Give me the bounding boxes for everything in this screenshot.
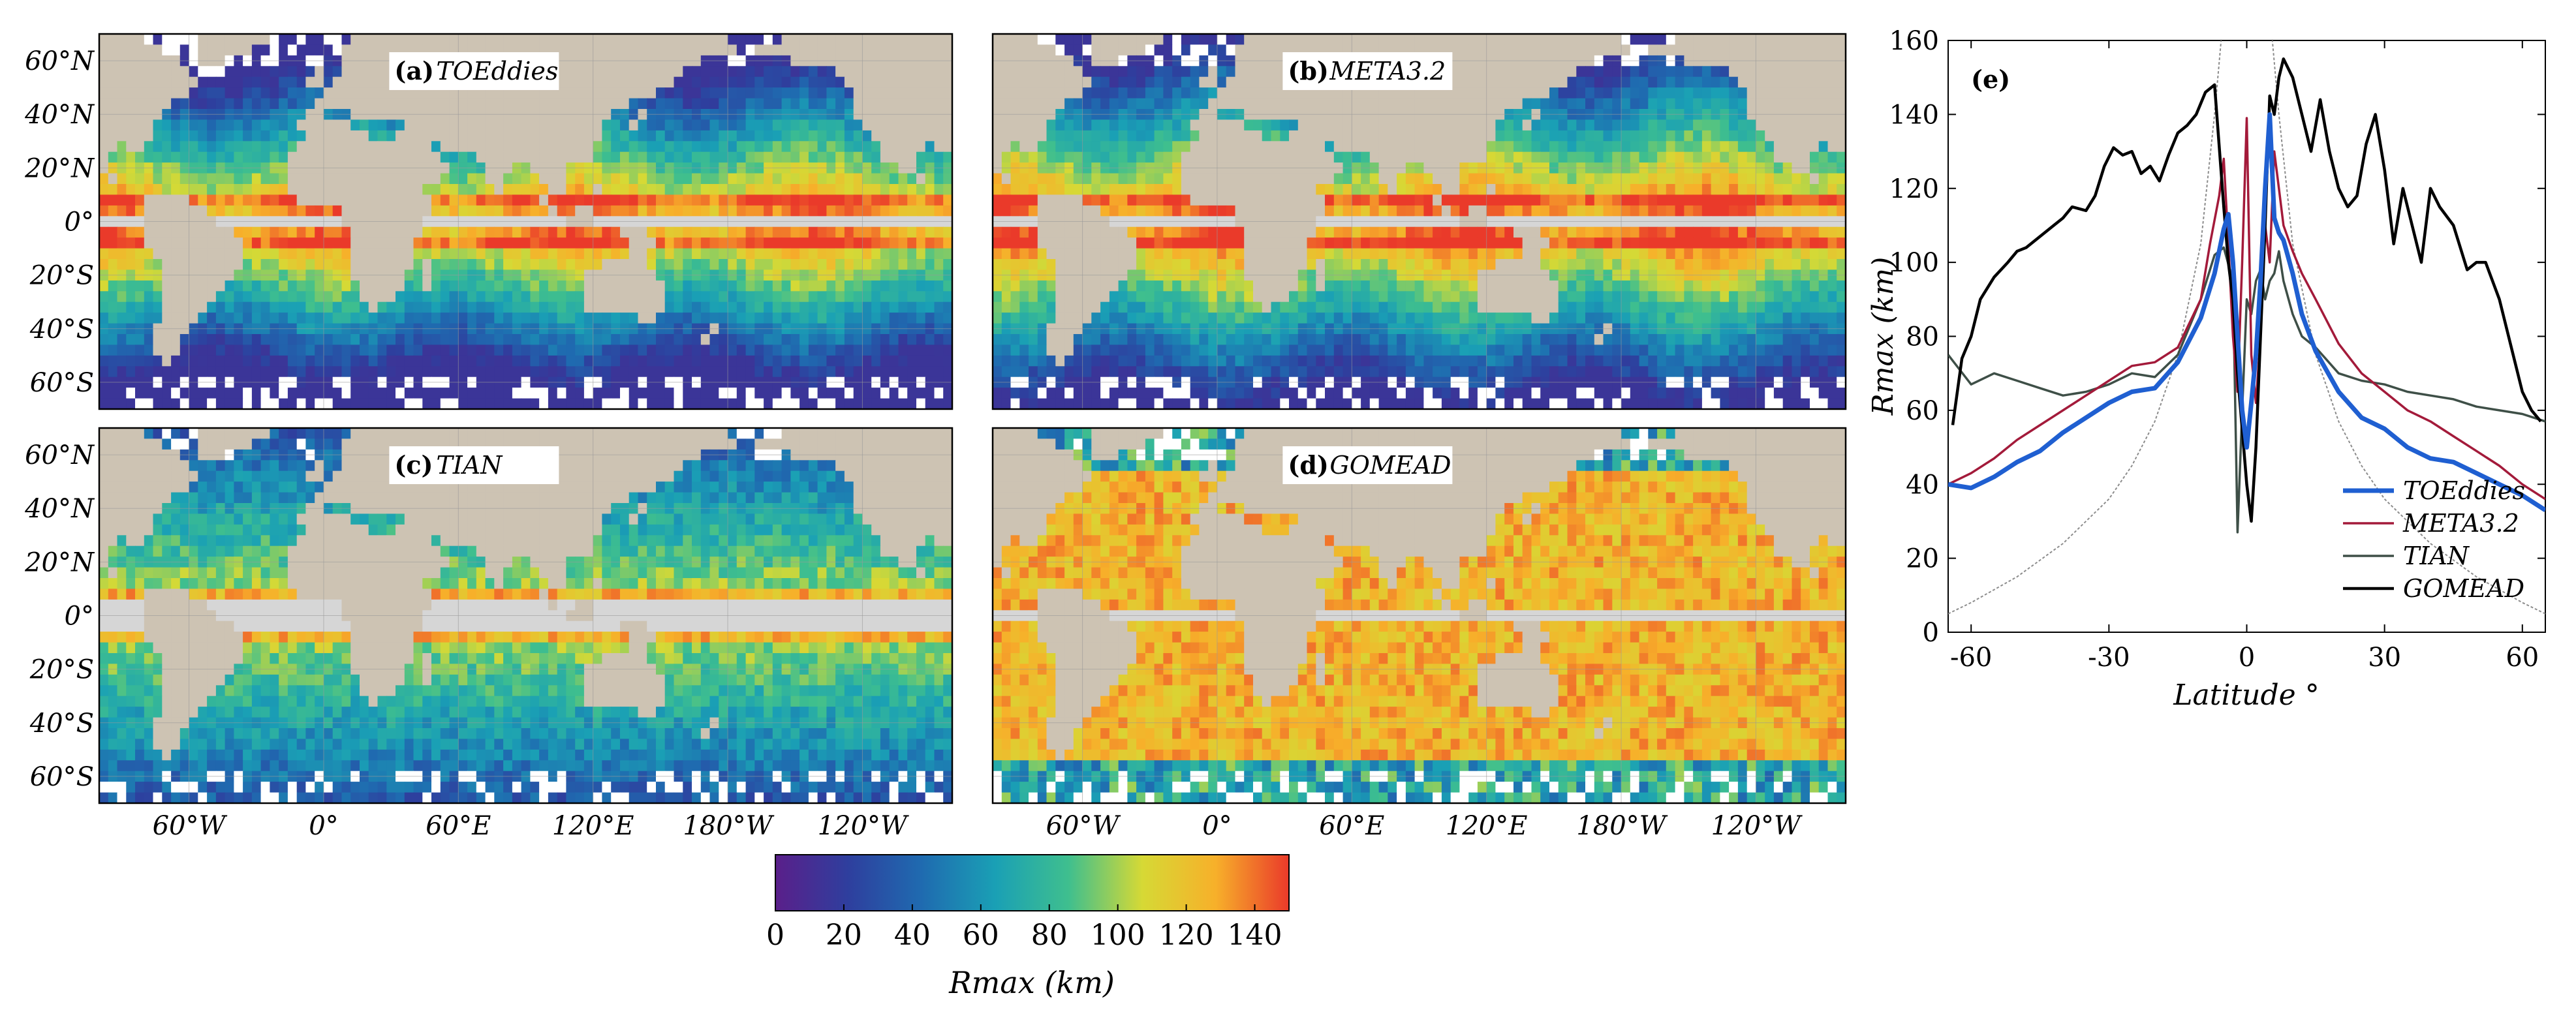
latitude-tick-label: 60°N [25, 46, 95, 76]
legend-label: TIAN [2403, 542, 2470, 570]
chart-legend: TOEddies META3.2 TIAN GOMEAD [2343, 476, 2525, 603]
colorbar-tick-label: 40 [894, 919, 931, 952]
map-title-box [389, 446, 559, 484]
latitude-tick-label: 60°S [30, 368, 94, 398]
map-frame [991, 33, 1847, 410]
latitude-tick-label: 0° [65, 207, 94, 237]
longitude-tick-label: 120°W [1711, 811, 1803, 841]
latitude-tick-label: 0° [65, 602, 94, 632]
map-panel-b: (b) META3.2 [991, 33, 1847, 410]
longitude-tick-label: 180°W [1576, 811, 1668, 841]
colorbar-tick-label: 120 [1159, 919, 1214, 952]
latitude-tick-labels: 60°N 40°N 20°N 0° 20°S 40°S 60°S 60°N 40°N 20°N 0°… [24, 46, 95, 792]
map-frame [991, 427, 1847, 804]
chart-series-line-meta3-2 [1948, 117, 2545, 500]
chart-x-tick-label: -30 [2088, 643, 2130, 673]
map-panel-d: (d) GOMEAD [991, 427, 1847, 804]
latitude-tick-label: 40°S [29, 709, 94, 739]
chart-x-tick-label: -60 [1950, 643, 1992, 673]
map-panel-tag: (c) [394, 450, 433, 480]
chart-y-tick-label: 60 [1906, 396, 1939, 426]
map-panel-tag: (d) [1288, 450, 1329, 480]
longitude-tick-label: 60°E [1319, 811, 1384, 841]
longitude-tick-label: 180°W [683, 811, 774, 841]
longitude-tick-label: 60°W [1046, 811, 1121, 841]
colorbar-tick-label: 140 [1228, 919, 1282, 952]
map-graticule [99, 34, 952, 409]
chart-series-line-gomead [1951, 57, 2542, 523]
chart-x-axis-label: Latitude ° [2173, 679, 2319, 712]
colorbar-tick-label: 0 [766, 919, 784, 952]
chart-y-tick-label: 40 [1906, 470, 1939, 500]
colorbar-ticks: 0 20 40 60 80 100 120 140 [766, 904, 1282, 952]
latitude-tick-label: 40°S [29, 314, 94, 344]
colorbar: 0 20 40 60 80 100 120 140 Rmax (km) [766, 854, 1290, 1000]
longitude-tick-label: 0° [309, 811, 338, 841]
latitude-tick-label: 60°S [30, 762, 94, 792]
latitude-tick-label: 20°N [24, 153, 95, 183]
latitude-tick-label: 60°N [25, 440, 95, 470]
latitude-tick-label: 40°N [24, 100, 95, 130]
chart-x-tick-label: 0 [2239, 643, 2255, 673]
longitude-tick-labels: 60°W 0° 60°E 120°E 180°W 120°W 60°W 0° 60°E 120°E… [153, 811, 1803, 841]
map-title-box [389, 52, 559, 90]
map-graticule [99, 428, 952, 803]
legend-label: TOEddies [2403, 476, 2525, 505]
map-title-box [1282, 52, 1453, 90]
legend-label: GOMEAD [2403, 574, 2524, 603]
colorbar-tick-label: 80 [1031, 919, 1068, 952]
chart-y-tick-label: 100 [1889, 248, 1939, 278]
latitude-profile-chart: 0 20 40 60 80 100 120 140 160 -60 -30 0 30 60 (e) Lat… [1867, 26, 2546, 712]
map-panel-tag: (a) [394, 56, 434, 85]
chart-y-tick-label: 20 [1906, 544, 1939, 574]
map-cells [993, 428, 1846, 804]
map-frame [98, 427, 954, 804]
map-graticule [993, 428, 1846, 803]
colorbar-tick-label: 20 [826, 919, 862, 952]
map-frame [98, 33, 954, 410]
colorbar-bar [775, 854, 1290, 911]
colorbar-tick-label: 60 [963, 919, 999, 952]
map-panel-a: (a) TOEddies [98, 33, 954, 410]
latitude-tick-label: 40°N [24, 494, 95, 524]
chart-y-tick-label: 80 [1906, 322, 1939, 352]
chart-axes: 0 20 40 60 80 100 120 140 160 -60 -30 0 30 60 [1889, 26, 2545, 673]
colorbar-tick-label: 100 [1091, 919, 1145, 952]
chart-reference-line [1948, 40, 2545, 615]
longitude-tick-label: 120°E [552, 811, 634, 841]
map-panel-name: TOEddies [436, 57, 558, 85]
chart-y-tick-label: 120 [1889, 174, 1939, 204]
chart-y-tick-label: 160 [1889, 26, 1939, 56]
chart-y-tick-label: 0 [1923, 618, 1939, 648]
latitude-tick-label: 20°S [29, 261, 94, 291]
map-cells [993, 34, 1846, 410]
longitude-tick-label: 120°W [818, 811, 909, 841]
latitude-tick-label: 20°S [29, 655, 94, 685]
longitude-tick-label: 60°E [426, 811, 491, 841]
map-title-box [1282, 446, 1453, 484]
longitude-tick-label: 0° [1202, 811, 1232, 841]
map-panel-name: TIAN [436, 451, 503, 480]
latitude-tick-label: 20°N [24, 547, 95, 577]
longitude-tick-label: 120°E [1446, 811, 1528, 841]
chart-y-axis-label: Rmax (km) [1867, 257, 1900, 416]
chart-series-line-toeddies [1948, 112, 2545, 512]
chart-panel-tag: (e) [1971, 65, 2010, 94]
colorbar-label: Rmax (km) [948, 965, 1115, 1000]
map-panel-c: (c) TIAN [98, 427, 954, 804]
chart-y-tick-label: 140 [1889, 100, 1939, 130]
chart-x-tick-label: 30 [2368, 643, 2401, 673]
legend-label: META3.2 [2402, 509, 2519, 538]
longitude-tick-label: 60°W [153, 811, 228, 841]
map-panel-name: GOMEAD [1329, 451, 1451, 480]
map-panel-tag: (b) [1288, 56, 1329, 85]
chart-series [1948, 40, 2545, 615]
chart-x-tick-label: 60 [2506, 643, 2539, 673]
map-panel-name: META3.2 [1329, 57, 1446, 85]
